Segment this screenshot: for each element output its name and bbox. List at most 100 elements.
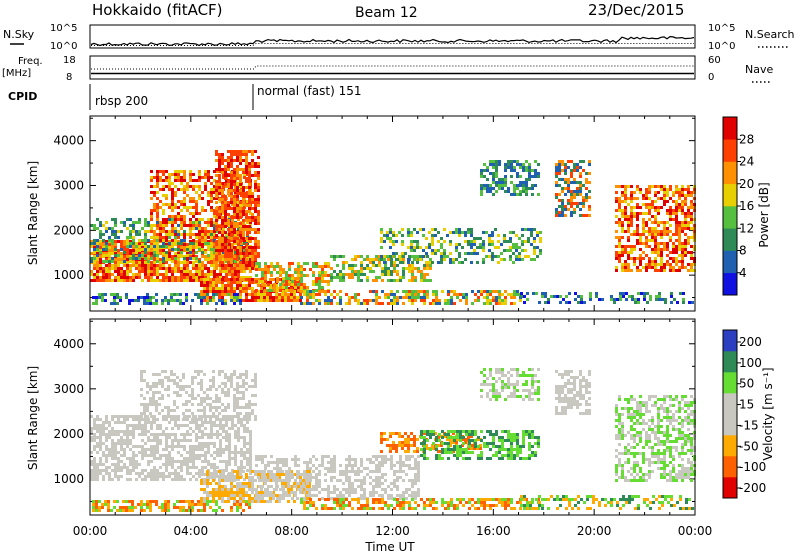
scatter-cell: [573, 181, 576, 184]
scatter-cell: [225, 430, 228, 433]
scatter-cell: [453, 293, 456, 296]
scatter-cell: [231, 218, 234, 221]
scatter-cell: [144, 242, 147, 245]
scatter-cell: [312, 302, 315, 305]
scatter-cell: [198, 258, 201, 261]
scatter-cell: [227, 240, 230, 243]
scatter-cell: [209, 296, 212, 299]
scatter-cell: [108, 227, 111, 230]
scatter-cell: [99, 463, 102, 466]
scatter-cell: [182, 388, 185, 391]
scatter-cell: [631, 298, 634, 301]
scatter-cell: [218, 278, 221, 281]
scatter-cell: [246, 451, 249, 454]
scatter-cell: [636, 185, 639, 188]
scatter-cell: [216, 230, 219, 233]
scatter-cell: [264, 289, 267, 292]
scatter-cell: [156, 436, 159, 439]
scatter-cell: [450, 302, 453, 305]
scatter-cell: [488, 237, 491, 240]
scatter-cell: [589, 292, 592, 295]
scatter-cell: [162, 227, 165, 230]
scatter-cell: [99, 457, 102, 460]
scatter-cell: [216, 170, 219, 173]
scatter-cell: [375, 296, 378, 299]
scatter-cell: [669, 185, 672, 188]
scatter-cell: [425, 246, 428, 249]
scatter-cell: [257, 252, 260, 255]
scatter-cell: [129, 267, 132, 270]
scatter-cell: [257, 293, 260, 296]
scatter-cell: [248, 261, 251, 264]
scatter-cell: [210, 221, 213, 224]
scatter-cell: [521, 228, 524, 231]
scatter-cell: [392, 252, 395, 255]
scatter-cell: [601, 298, 604, 301]
scatter-cell: [242, 171, 245, 174]
scatter-cell: [254, 180, 257, 183]
scatter-cell: [95, 302, 98, 305]
scatter-cell: [225, 260, 228, 263]
scatter-cell: [155, 385, 158, 388]
scatter-cell: [213, 233, 216, 236]
scatter-cell: [192, 179, 195, 182]
scatter-cell: [153, 279, 156, 282]
scatter-cell: [285, 289, 288, 292]
scatter-cell: [150, 255, 153, 258]
scatter-cell: [201, 264, 204, 267]
scatter-cell: [102, 454, 105, 457]
scatter-cell: [191, 403, 194, 406]
scatter-cell: [198, 227, 201, 230]
scatter-cell: [153, 209, 156, 212]
power-colorbar-swatch: [723, 161, 737, 185]
scatter-cell: [483, 187, 486, 190]
scatter-cell: [198, 457, 201, 460]
scatter-cell: [663, 188, 666, 191]
scatter-cell: [224, 240, 227, 243]
scatter-cell: [149, 397, 152, 400]
scatter-cell: [423, 276, 426, 279]
scatter-cell: [156, 264, 159, 267]
scatter-cell: [658, 298, 661, 301]
scatter-cell: [183, 415, 186, 418]
scatter-cell: [395, 258, 398, 261]
scatter-cell: [627, 257, 630, 260]
scatter-cell: [527, 237, 530, 240]
scatter-cell: [267, 265, 270, 268]
scatter-cell: [183, 173, 186, 176]
scatter-cell: [174, 261, 177, 264]
scatter-cell: [524, 228, 527, 231]
scatter-cell: [233, 370, 236, 373]
scatter-cell: [114, 472, 117, 475]
scatter-cell: [636, 239, 639, 242]
scatter-cell: [215, 153, 218, 156]
scatter-cell: [470, 261, 473, 264]
scatter-cell: [420, 296, 423, 299]
scatter-cell: [248, 216, 251, 219]
scatter-cell: [257, 186, 260, 189]
scatter-cell: [666, 254, 669, 257]
scatter-cell: [240, 436, 243, 439]
scatter-cell: [678, 266, 681, 269]
scatter-cell: [113, 299, 116, 302]
scatter-cell: [539, 231, 542, 234]
scatter-cell: [431, 240, 434, 243]
scatter-cell: [589, 298, 592, 301]
scatter-cell: [215, 264, 218, 267]
scatter-cell: [168, 188, 171, 191]
scatter-cell: [183, 457, 186, 460]
scatter-cell: [479, 246, 482, 249]
scatter-cell: [230, 379, 233, 382]
scatter-cell: [224, 406, 227, 409]
scatter-cell: [528, 187, 531, 190]
freq-label-line1: Freq.: [18, 56, 43, 67]
scatter-cell: [458, 228, 461, 231]
scatter-cell: [195, 206, 198, 209]
scatter-cell: [192, 445, 195, 448]
scatter-cell: [219, 424, 222, 427]
scatter-cell: [210, 245, 213, 248]
scatter-cell: [195, 221, 198, 224]
scatter-cell: [246, 442, 249, 445]
scatter-cell: [224, 195, 227, 198]
scatter-cell: [174, 230, 177, 233]
